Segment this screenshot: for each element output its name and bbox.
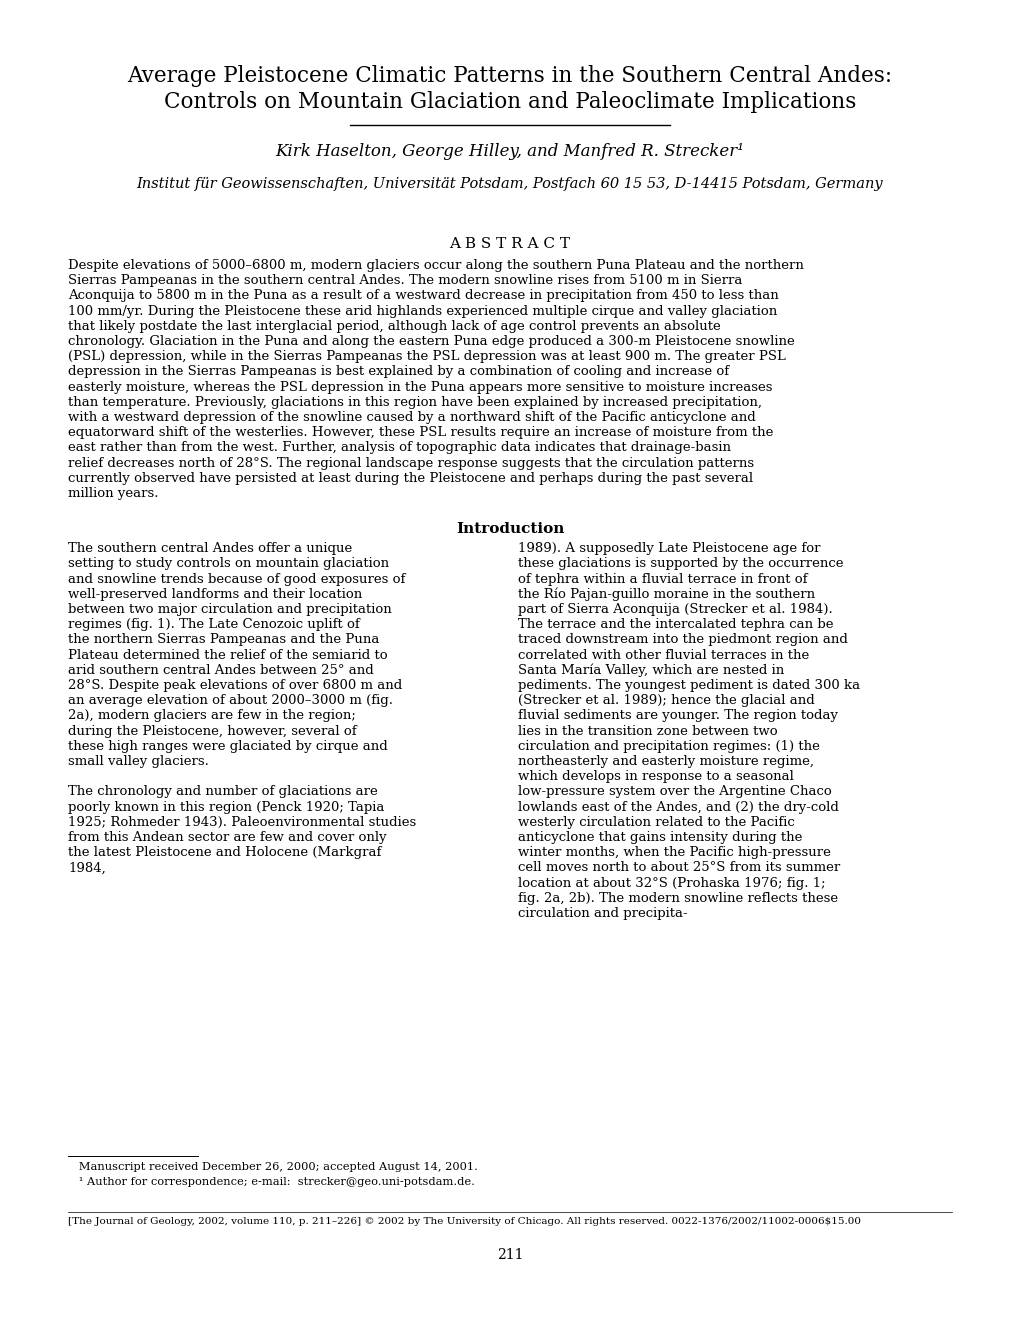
Text: circulation and precipitation regimes: (1) the: circulation and precipitation regimes: (… xyxy=(518,739,819,752)
Text: 211: 211 xyxy=(496,1247,523,1262)
Text: equatorward shift of the westerlies. However, these PSL results require an incre: equatorward shift of the westerlies. How… xyxy=(68,426,772,440)
Text: chronology. Glaciation in the Puna and along the eastern Puna edge produced a 30: chronology. Glaciation in the Puna and a… xyxy=(68,335,794,348)
Text: arid southern central Andes between 25° and: arid southern central Andes between 25° … xyxy=(68,664,373,677)
Text: the northern Sierras Pampeanas and the Puna: the northern Sierras Pampeanas and the P… xyxy=(68,634,379,647)
Text: location at about 32°S (Prohaska 1976; fig. 1;: location at about 32°S (Prohaska 1976; f… xyxy=(518,876,824,890)
Text: small valley glaciers.: small valley glaciers. xyxy=(68,755,209,768)
Text: Sierras Pampeanas in the southern central Andes. The modern snowline rises from : Sierras Pampeanas in the southern centra… xyxy=(68,275,742,288)
Text: these glaciations is supported by the occurrence: these glaciations is supported by the oc… xyxy=(518,557,843,570)
Text: with a westward depression of the snowline caused by a northward shift of the Pa: with a westward depression of the snowli… xyxy=(68,411,755,424)
Text: Despite elevations of 5000–6800 m, modern glaciers occur along the southern Puna: Despite elevations of 5000–6800 m, moder… xyxy=(68,259,803,272)
Text: fluvial sediments are younger. The region today: fluvial sediments are younger. The regio… xyxy=(518,709,838,722)
Text: 100 mm/yr. During the Pleistocene these arid highlands experienced multiple cirq: 100 mm/yr. During the Pleistocene these … xyxy=(68,305,776,318)
Text: depression in the Sierras Pampeanas is best explained by a combination of coolin: depression in the Sierras Pampeanas is b… xyxy=(68,366,729,379)
Text: circulation and precipita-: circulation and precipita- xyxy=(518,907,687,920)
Text: 2a), modern glaciers are few in the region;: 2a), modern glaciers are few in the regi… xyxy=(68,709,356,722)
Text: Plateau determined the relief of the semiarid to: Plateau determined the relief of the sem… xyxy=(68,648,387,661)
Text: setting to study controls on mountain glaciation: setting to study controls on mountain gl… xyxy=(68,557,388,570)
Text: from this Andean sector are few and cover only: from this Andean sector are few and cove… xyxy=(68,832,386,843)
Text: between two major circulation and precipitation: between two major circulation and precip… xyxy=(68,603,391,616)
Text: Santa María Valley, which are nested in: Santa María Valley, which are nested in xyxy=(518,664,784,677)
Text: lowlands east of the Andes, and (2) the dry-cold: lowlands east of the Andes, and (2) the … xyxy=(518,801,838,813)
Text: regimes (fig. 1). The Late Cenozoic uplift of: regimes (fig. 1). The Late Cenozoic upli… xyxy=(68,618,360,631)
Text: Aconquija to 5800 m in the Puna as a result of a westward decrease in precipitat: Aconquija to 5800 m in the Puna as a res… xyxy=(68,289,777,302)
Text: of tephra within a fluvial terrace in front of: of tephra within a fluvial terrace in fr… xyxy=(518,573,807,586)
Text: ¹ Author for correspondence; e-mail:  strecker@geo.uni-potsdam.de.: ¹ Author for correspondence; e-mail: str… xyxy=(68,1177,475,1187)
Text: Controls on Mountain Glaciation and Paleoclimate Implications: Controls on Mountain Glaciation and Pale… xyxy=(164,91,855,114)
Text: an average elevation of about 2000–3000 m (fig.: an average elevation of about 2000–3000 … xyxy=(68,694,392,708)
Text: cell moves north to about 25°S from its summer: cell moves north to about 25°S from its … xyxy=(518,862,840,874)
Text: anticyclone that gains intensity during the: anticyclone that gains intensity during … xyxy=(518,832,802,843)
Text: part of Sierra Aconquija (Strecker et al. 1984).: part of Sierra Aconquija (Strecker et al… xyxy=(518,603,832,616)
Text: The terrace and the intercalated tephra can be: The terrace and the intercalated tephra … xyxy=(518,618,833,631)
Text: poorly known in this region (Penck 1920; Tapia: poorly known in this region (Penck 1920;… xyxy=(68,801,384,813)
Text: which develops in response to a seasonal: which develops in response to a seasonal xyxy=(518,770,793,783)
Text: (PSL) depression, while in the Sierras Pampeanas the PSL depression was at least: (PSL) depression, while in the Sierras P… xyxy=(68,350,785,363)
Text: well-preserved landforms and their location: well-preserved landforms and their locat… xyxy=(68,587,362,601)
Text: the Río Pajan-guillo moraine in the southern: the Río Pajan-guillo moraine in the sout… xyxy=(518,587,814,602)
Text: 1984,: 1984, xyxy=(68,862,106,874)
Text: than temperature. Previously, glaciations in this region have been explained by : than temperature. Previously, glaciation… xyxy=(68,396,761,409)
Text: the latest Pleistocene and Holocene (Markgraf: the latest Pleistocene and Holocene (Mar… xyxy=(68,846,381,859)
Text: relief decreases north of 28°S. The regional landscape response suggests that th: relief decreases north of 28°S. The regi… xyxy=(68,457,753,470)
Text: A B S T R A C T: A B S T R A C T xyxy=(449,238,570,251)
Text: traced downstream into the piedmont region and: traced downstream into the piedmont regi… xyxy=(518,634,847,647)
Text: Institut für Geowissenschaften, Universität Potsdam, Postfach 60 15 53, D-14415 : Institut für Geowissenschaften, Universi… xyxy=(137,177,882,191)
Text: Manuscript received December 26, 2000; accepted August 14, 2001.: Manuscript received December 26, 2000; a… xyxy=(68,1162,478,1172)
Text: million years.: million years. xyxy=(68,487,158,500)
Text: Average Pleistocene Climatic Patterns in the Southern Central Andes:: Average Pleistocene Climatic Patterns in… xyxy=(127,65,892,87)
Text: (Strecker et al. 1989); hence the glacial and: (Strecker et al. 1989); hence the glacia… xyxy=(518,694,814,708)
Text: Kirk Haselton, George Hilley, and Manfred R. Strecker¹: Kirk Haselton, George Hilley, and Manfre… xyxy=(275,143,744,160)
Text: lies in the transition zone between two: lies in the transition zone between two xyxy=(518,725,776,738)
Text: that likely postdate the last interglacial period, although lack of age control : that likely postdate the last interglaci… xyxy=(68,319,720,333)
Text: currently observed have persisted at least during the Pleistocene and perhaps du: currently observed have persisted at lea… xyxy=(68,471,752,484)
Text: during the Pleistocene, however, several of: during the Pleistocene, however, several… xyxy=(68,725,357,738)
Text: 28°S. Despite peak elevations of over 6800 m and: 28°S. Despite peak elevations of over 68… xyxy=(68,678,401,692)
Text: low-pressure system over the Argentine Chaco: low-pressure system over the Argentine C… xyxy=(518,785,830,799)
Text: correlated with other fluvial terraces in the: correlated with other fluvial terraces i… xyxy=(518,648,808,661)
Text: winter months, when the Pacific high-pressure: winter months, when the Pacific high-pre… xyxy=(518,846,830,859)
Text: [The Journal of Geology, 2002, volume 110, p. 211–226] © 2002 by The University : [The Journal of Geology, 2002, volume 11… xyxy=(68,1217,860,1226)
Text: these high ranges were glaciated by cirque and: these high ranges were glaciated by cirq… xyxy=(68,739,387,752)
Text: easterly moisture, whereas the PSL depression in the Puna appears more sensitive: easterly moisture, whereas the PSL depre… xyxy=(68,380,771,393)
Text: northeasterly and easterly moisture regime,: northeasterly and easterly moisture regi… xyxy=(518,755,813,768)
Text: The chronology and number of glaciations are: The chronology and number of glaciations… xyxy=(68,785,377,799)
Text: Introduction: Introduction xyxy=(455,523,564,536)
Text: 1925; Rohmeder 1943). Paleoenvironmental studies: 1925; Rohmeder 1943). Paleoenvironmental… xyxy=(68,816,416,829)
Text: east rather than from the west. Further, analysis of topographic data indicates : east rather than from the west. Further,… xyxy=(68,441,731,454)
Text: and snowline trends because of good exposures of: and snowline trends because of good expo… xyxy=(68,573,405,586)
Text: westerly circulation related to the Pacific: westerly circulation related to the Paci… xyxy=(518,816,794,829)
Text: fig. 2a, 2b). The modern snowline reflects these: fig. 2a, 2b). The modern snowline reflec… xyxy=(518,892,838,904)
Text: pediments. The youngest pediment is dated 300 ka: pediments. The youngest pediment is date… xyxy=(518,678,859,692)
Text: The southern central Andes offer a unique: The southern central Andes offer a uniqu… xyxy=(68,543,352,556)
Text: 1989). A supposedly Late Pleistocene age for: 1989). A supposedly Late Pleistocene age… xyxy=(518,543,819,556)
